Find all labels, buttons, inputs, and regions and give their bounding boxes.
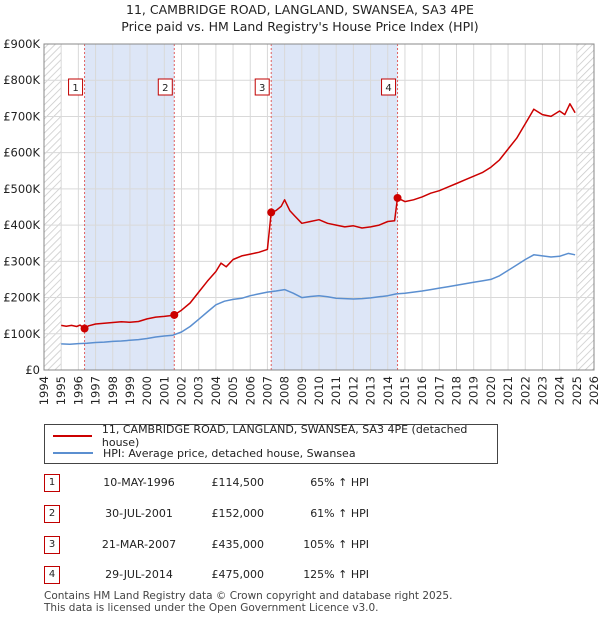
x-tick-label: 2023 — [535, 376, 549, 405]
ownership-shade — [271, 44, 398, 370]
y-tick-label: £400K — [3, 218, 40, 232]
x-tick-label: 2001 — [157, 376, 171, 405]
sale-point — [393, 193, 402, 202]
hpi-line — [61, 252, 576, 346]
transaction-date: 21-MAR-2007 — [101, 538, 177, 551]
x-tick-label: 2011 — [329, 376, 343, 405]
x-tick-label: 2021 — [501, 376, 515, 405]
sale-label-box — [68, 78, 84, 96]
table-row: 2 30-JUL-2001 £152,000 61% ↑ HPI — [44, 505, 464, 523]
x-tick-label: 2016 — [415, 376, 429, 405]
footer-license: This data is licensed under the Open Gov… — [44, 602, 379, 614]
x-tick-label: 2008 — [278, 376, 292, 405]
chart-title: 11, CAMBRIDGE ROAD, LANGLAND, SWANSEA, S… — [126, 2, 474, 17]
x-tick-label: 1994 — [37, 376, 51, 405]
x-tick-label: 2025 — [570, 376, 584, 405]
x-tick-label: 2006 — [243, 376, 257, 405]
transaction-price: £475,000 — [211, 568, 265, 581]
legend-label-property: 11, CAMBRIDGE ROAD, LANGLAND, SWANSEA, S… — [101, 423, 468, 449]
x-tick-label: 2018 — [450, 376, 464, 405]
chart-subtitle: Price paid vs. HM Land Registry's House … — [121, 19, 479, 34]
x-tick-label: 2014 — [381, 376, 395, 405]
transaction-badge: 3 — [44, 536, 60, 554]
y-tick-label: £900K — [3, 37, 40, 51]
y-tick-label: £300K — [3, 254, 40, 268]
table-row: 4 29-JUL-2014 £475,000 125% ↑ HPI — [44, 566, 464, 584]
x-tick-label: 1995 — [54, 376, 68, 405]
x-tick-label: 2017 — [432, 376, 446, 405]
legend-swatch-hpi — [53, 452, 93, 454]
sale-label-box — [157, 78, 173, 96]
x-tick-label: 2020 — [484, 376, 498, 405]
legend-item-property: 11, CAMBRIDGE ROAD, LANGLAND, SWANSEA, S… — [53, 423, 497, 449]
transaction-badge: 2 — [44, 505, 60, 523]
transaction-price: £152,000 — [211, 507, 265, 520]
legend-swatch-property — [53, 435, 92, 437]
x-tick-label: 2007 — [260, 376, 274, 405]
x-tick-label: 2000 — [140, 376, 154, 405]
forecast-hatch — [44, 44, 62, 370]
y-tick-label: £700K — [3, 109, 40, 123]
transaction-price: £435,000 — [211, 538, 265, 551]
x-tick-label: 2022 — [518, 376, 532, 405]
sale-label: 2 — [162, 83, 168, 94]
x-tick-label: 2019 — [467, 376, 481, 405]
transaction-price: £114,500 — [211, 476, 265, 489]
sale-point — [267, 208, 276, 217]
x-tick-label: 2010 — [312, 376, 326, 405]
x-tick-label: 2003 — [192, 376, 206, 405]
x-tick-label: 2012 — [346, 376, 360, 405]
x-tick-label: 2004 — [209, 376, 223, 405]
y-tick-label: £0 — [25, 363, 40, 377]
table-row: 3 21-MAR-2007 £435,000 105% ↑ HPI — [44, 536, 464, 554]
table-row: 1 10-MAY-1996 £114,500 65% ↑ HPI — [44, 474, 464, 492]
chart-legend: 11, CAMBRIDGE ROAD, LANGLAND, SWANSEA, S… — [44, 423, 498, 464]
property-price-line — [61, 103, 576, 330]
y-tick-label: £200K — [3, 291, 40, 305]
legend-item-hpi: HPI: Average price, detached house, Swan… — [53, 445, 356, 461]
transaction-date: 10-MAY-1996 — [103, 476, 175, 489]
sale-point — [80, 324, 89, 333]
x-tick-label: 1996 — [71, 376, 85, 405]
transaction-date: 29-JUL-2014 — [105, 568, 173, 581]
x-tick-label: 1998 — [106, 376, 120, 405]
x-tick-label: 2005 — [226, 376, 240, 405]
transaction-badge: 4 — [44, 566, 60, 584]
sale-label: 1 — [72, 83, 78, 94]
footer-copyright: Contains HM Land Registry data © Crown c… — [44, 590, 453, 602]
sale-point — [170, 310, 179, 319]
y-tick-label: £600K — [3, 146, 40, 160]
x-tick-label: 2013 — [364, 376, 378, 405]
sale-label: 4 — [385, 83, 391, 94]
y-tick-label: £800K — [3, 73, 40, 87]
x-tick-label: 1997 — [89, 376, 103, 405]
transaction-hpi: 61% ↑ HPI — [310, 507, 369, 520]
legend-label-hpi: HPI: Average price, detached house, Swan… — [103, 446, 356, 460]
transaction-badge: 1 — [44, 474, 60, 492]
x-tick-label: 2026 — [587, 376, 600, 405]
y-tick-label: £100K — [3, 327, 40, 341]
x-tick-label: 2009 — [295, 376, 309, 405]
ownership-shade — [84, 44, 175, 370]
x-tick-label: 1999 — [123, 376, 137, 405]
plot-frame — [43, 43, 595, 371]
sale-label-box — [254, 78, 270, 96]
transaction-hpi: 125% ↑ HPI — [303, 568, 369, 581]
forecast-hatch — [576, 44, 594, 370]
x-tick-label: 2002 — [175, 376, 189, 405]
x-tick-label: 2015 — [398, 376, 412, 405]
price-chart: 1 2 3 4 £0 £100K £200K £300K £400K £500K £600K £700… — [3, 37, 600, 405]
transaction-hpi: 105% ↑ HPI — [303, 538, 369, 551]
y-tick-label: £500K — [3, 182, 40, 196]
transaction-date: 30-JUL-2001 — [105, 507, 173, 520]
sale-label: 3 — [259, 83, 265, 94]
sale-label-box — [381, 78, 397, 96]
x-tick-label: 2024 — [553, 376, 567, 405]
transaction-hpi: 65% ↑ HPI — [310, 476, 369, 489]
